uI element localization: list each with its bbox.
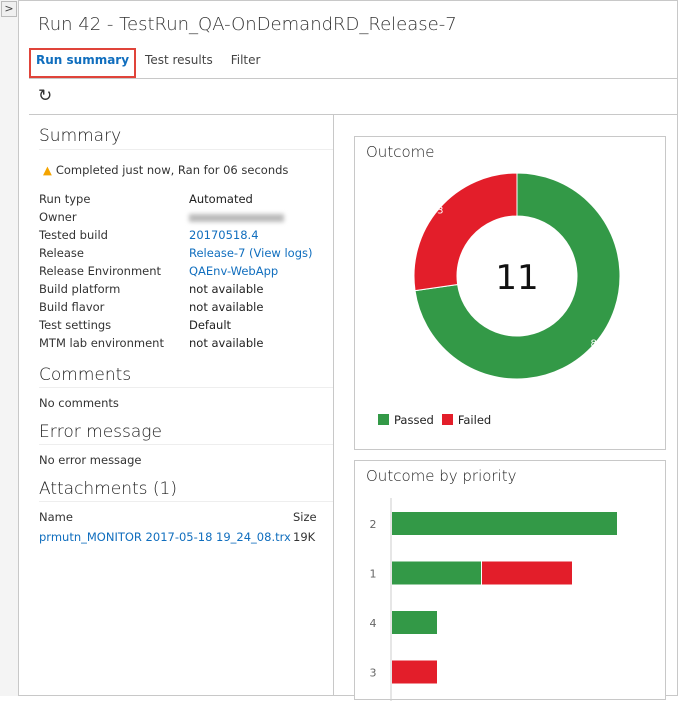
tab-filter[interactable]: Filter — [230, 53, 261, 67]
field-row: Build flavor not available — [39, 300, 329, 318]
slice-failed[interactable] — [413, 172, 518, 292]
field-row: Release Environment QAEnv-WebApp — [39, 264, 329, 282]
col-size: Size — [293, 510, 317, 524]
bar-passed[interactable] — [392, 561, 481, 585]
outcome-card: Outcome 8 3 11 Passed Failed — [354, 136, 666, 450]
field-value[interactable]: QAEnv-WebApp — [189, 264, 279, 278]
tab-bar: Run summary Test results Filter — [29, 48, 269, 78]
outcome-legend: Passed Failed — [378, 413, 491, 427]
error-heading: Error message — [39, 422, 162, 442]
category-label: 3 — [370, 667, 377, 680]
slice-label: 8 — [591, 338, 597, 349]
field-value[interactable]: Release-7 (View logs) — [189, 246, 313, 260]
divider — [39, 387, 333, 388]
blurred-owner — [189, 214, 284, 222]
divider — [39, 444, 333, 445]
attachment-link[interactable]: prmutn_MONITOR 2017-05-18 19_24_08.trx — [39, 530, 291, 544]
field-label: Build platform — [39, 282, 121, 296]
status-message: ▲ Completed just now, Ran for 06 seconds — [43, 163, 288, 177]
legend-passed: Passed — [378, 413, 434, 427]
field-label: Run type — [39, 192, 91, 206]
field-label: MTM lab environment — [39, 336, 164, 350]
bar-failed[interactable] — [392, 660, 437, 684]
field-value — [189, 210, 284, 225]
total-count: 11 — [495, 258, 538, 298]
divider — [39, 149, 333, 150]
summary-heading: Summary — [39, 126, 122, 146]
chevron-right-icon[interactable]: > — [1, 1, 17, 17]
priority-bar-chart: 2 1 4 3 — [370, 498, 617, 701]
tab-test-results[interactable]: Test results — [145, 53, 213, 67]
priority-card: Outcome by priority 2 1 4 3 — [354, 460, 666, 701]
field-label: Tested build — [39, 228, 108, 242]
field-label: Release Environment — [39, 264, 162, 278]
status-text: Completed just now, Ran for 06 seconds — [55, 163, 289, 177]
outcome-title: Outcome — [366, 143, 435, 161]
legend-label: Passed — [394, 413, 434, 427]
legend-label: Failed — [457, 413, 492, 427]
field-value: not available — [189, 336, 264, 350]
summary-panel: Summary ▲ Completed just now, Ran for 06 … — [29, 115, 334, 696]
category-label: 1 — [370, 568, 377, 581]
attachments-heading: Attachments (1) — [39, 479, 178, 499]
bar-failed[interactable] — [482, 561, 572, 585]
divider — [29, 114, 678, 115]
field-label: Test settings — [39, 318, 112, 332]
collapse-panel: > — [0, 0, 19, 696]
field-value[interactable]: 20170518.4 — [189, 228, 259, 242]
field-label: Build flavor — [39, 300, 105, 314]
field-row: Test settings Default — [39, 318, 329, 336]
field-value: Automated — [189, 192, 253, 206]
divider — [29, 78, 678, 79]
slice-passed[interactable] — [414, 172, 621, 380]
error-text: No error message — [39, 453, 142, 467]
field-row: Tested build 20170518.4 — [39, 228, 329, 246]
priority-title: Outcome by priority — [366, 467, 517, 485]
outcome-donut: 8 3 11 — [413, 172, 621, 380]
field-value: Default — [189, 318, 232, 332]
page-title: Run 42 - TestRun_QA-OnDemandRD_Release-7 — [38, 14, 457, 35]
warning-icon: ▲ — [43, 163, 52, 177]
field-row: MTM lab environment not available — [39, 336, 329, 354]
field-label: Release — [39, 246, 84, 260]
divider — [39, 501, 333, 502]
attachment-size: 19K — [293, 530, 316, 544]
comments-heading: Comments — [39, 365, 132, 385]
comments-text: No comments — [39, 396, 119, 410]
bar-passed[interactable] — [392, 611, 437, 634]
slice-label: 3 — [437, 206, 443, 217]
refresh-icon[interactable]: ↻ — [38, 86, 53, 106]
col-name: Name — [39, 510, 73, 524]
passed-swatch — [378, 414, 389, 425]
failed-swatch — [441, 414, 453, 425]
field-value: not available — [189, 300, 264, 314]
field-row: Build platform not available — [39, 282, 329, 300]
bar-passed[interactable] — [392, 512, 617, 535]
tab-run-summary[interactable]: Run summary — [29, 48, 137, 78]
field-row: Run type Automated — [39, 192, 329, 210]
category-label: 4 — [370, 617, 377, 630]
field-label: Owner — [39, 210, 77, 224]
field-row: Release Release-7 (View logs) — [39, 246, 329, 264]
field-row: Owner — [39, 210, 329, 228]
field-value: not available — [189, 282, 264, 296]
category-label: 2 — [370, 518, 377, 531]
legend-failed: Failed — [441, 413, 492, 427]
